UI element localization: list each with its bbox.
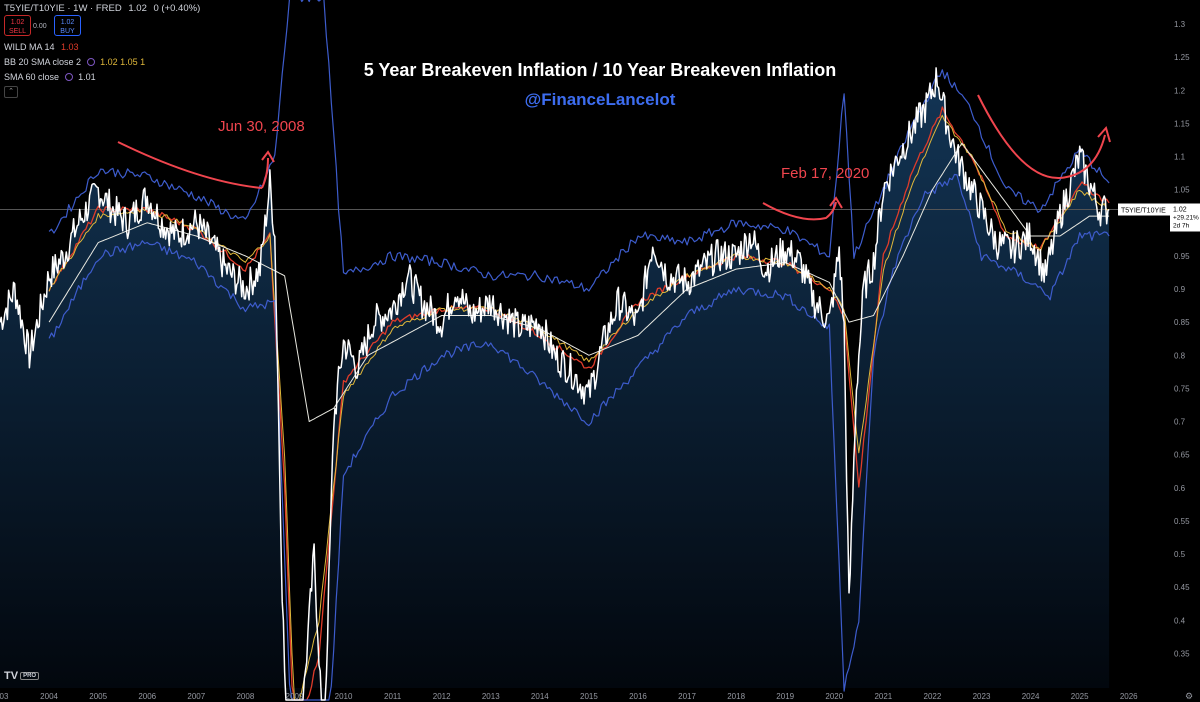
- series-line-price: [0, 67, 1110, 701]
- indicator-legend-wild-ma[interactable]: WILD MA 14 1.03: [4, 42, 79, 52]
- header-price: 1.02: [128, 3, 147, 14]
- x-tick-label: 2007: [187, 692, 205, 701]
- price-label-change: +29.21%: [1173, 215, 1199, 222]
- y-tick-label: 0.35: [1174, 649, 1190, 658]
- annotation-feb-2020: Feb 17, 2020: [781, 165, 870, 182]
- y-tick-label: 1.15: [1174, 119, 1190, 128]
- price-label-countdown: 2d 7h: [1173, 223, 1190, 230]
- x-tick-label: 2016: [629, 692, 647, 701]
- y-tick-label: 0.4: [1174, 616, 1186, 625]
- buy-button[interactable]: 1.02 BUY: [54, 15, 81, 36]
- buy-price: 1.02: [60, 19, 75, 26]
- y-tick-label: 0.95: [1174, 252, 1190, 261]
- y-tick-label: 0.8: [1174, 351, 1186, 360]
- annotation-arrow-2008-up: [261, 157, 269, 189]
- buy-label: BUY: [60, 28, 75, 35]
- x-tick-label: 2026: [1120, 692, 1138, 701]
- indicator-value: 1.03: [61, 42, 79, 52]
- indicator-name: BB 20 SMA close 2: [4, 57, 82, 67]
- x-tick-label: 2021: [874, 692, 892, 701]
- sell-price: 1.02: [10, 19, 25, 26]
- x-tick-label: 2011: [384, 692, 402, 701]
- source-circle-icon: [86, 58, 95, 66]
- chart-subtitle: @FinanceLancelot: [524, 90, 676, 109]
- source-circle-icon: [64, 73, 73, 81]
- x-tick-label: 2025: [1071, 692, 1089, 701]
- y-tick-label: 0.6: [1174, 484, 1186, 493]
- x-tick-label: 2023: [973, 692, 991, 701]
- x-tick-label: 2018: [727, 692, 745, 701]
- chart-title: 5 Year Breakeven Inflation / 10 Year Bre…: [363, 60, 837, 80]
- y-tick-label: 0.5: [1174, 550, 1186, 559]
- indicator-value: 1.01: [78, 72, 96, 82]
- series-line-wild-ma-14: [48, 106, 1110, 701]
- annotation-arrow-2008: [117, 141, 263, 189]
- x-tick-label: 2010: [335, 692, 353, 701]
- spread-value: 0.00: [33, 23, 47, 30]
- x-tick-label: 2004: [40, 692, 58, 701]
- y-tick-label: 1.1: [1174, 153, 1186, 162]
- y-tick-label: 1.05: [1174, 186, 1190, 195]
- symbol-line: T5YIE/T10YIE · 1W · FRED: [4, 3, 122, 14]
- series-line-bb-upper: [48, 0, 1110, 292]
- x-tick-label: 2014: [531, 692, 549, 701]
- y-tick-label: 1.25: [1174, 53, 1190, 62]
- x-tick-label: 2013: [482, 692, 500, 701]
- annotation-arrowhead-2020: [829, 196, 843, 209]
- indicator-name: SMA 60 close: [4, 72, 60, 82]
- x-tick-label: 2019: [776, 692, 794, 701]
- y-tick-label: 0.75: [1174, 384, 1190, 393]
- x-tick-label: 2015: [580, 692, 598, 701]
- annotation-arrowhead-2008: [261, 150, 275, 163]
- x-tick-label: 2009: [286, 692, 304, 701]
- series-line-sma-60-close: [48, 142, 1110, 422]
- y-tick-label: 1.2: [1174, 86, 1186, 95]
- tradingview-logo: TV PRO: [4, 670, 40, 682]
- header-change: 0 (+0.40%): [153, 3, 201, 14]
- y-tick-label: 0.9: [1174, 285, 1186, 294]
- indicator-legend-bb[interactable]: BB 20 SMA close 2 1.02 1.05 1: [4, 57, 145, 67]
- x-tick-label: 2017: [678, 692, 696, 701]
- x-tick-label: 2008: [236, 692, 254, 701]
- y-tick-label: 0.7: [1174, 418, 1186, 427]
- x-tick-label: 2024: [1022, 692, 1040, 701]
- logo-badge: PRO: [20, 672, 40, 681]
- annotation-arrow-2020: [762, 201, 837, 221]
- indicator-name: WILD MA 14: [4, 42, 55, 52]
- indicator-value: 1.02 1.05 1: [100, 57, 146, 67]
- chevron-up-icon[interactable]: ⌃: [4, 86, 18, 98]
- symbol-header[interactable]: T5YIE/T10YIE · 1W · FRED 1.02 0 (+0.40%): [4, 3, 200, 14]
- x-tick-label: 03: [0, 692, 9, 701]
- sell-button[interactable]: 1.02 SELL: [4, 15, 31, 36]
- annotation-jun-2008: Jun 30, 2008: [218, 118, 305, 135]
- indicator-legend-sma60[interactable]: SMA 60 close 1.01: [4, 72, 96, 82]
- y-tick-label: 1.3: [1174, 20, 1186, 29]
- series-line-bb-20-sma-close-2: [48, 114, 1110, 701]
- price-label-symbol-box: [1118, 203, 1170, 216]
- x-tick-label: 2006: [138, 692, 156, 701]
- annotation-arrow-2025: [977, 94, 1106, 180]
- x-tick-label: 2022: [924, 692, 942, 701]
- gear-icon: ⚙: [1185, 692, 1193, 702]
- price-label-symbol: T5YIE/T10YIE: [1121, 208, 1166, 215]
- y-tick-label: 0.65: [1174, 451, 1190, 460]
- x-tick-label: 2020: [825, 692, 843, 701]
- logo-text: TV: [4, 670, 19, 682]
- x-tick-label: 2012: [433, 692, 451, 701]
- price-label-box: [1170, 203, 1200, 232]
- price-label-value: 1.02: [1173, 207, 1187, 214]
- annotation-arrowhead-2025: [1097, 125, 1111, 143]
- y-tick-label: 0.55: [1174, 517, 1190, 526]
- price-area-fill: [0, 67, 1110, 700]
- sell-label: SELL: [8, 28, 27, 35]
- y-tick-label: 0.45: [1174, 583, 1190, 592]
- y-tick-label: 0.85: [1174, 318, 1190, 327]
- x-tick-label: 2005: [89, 692, 107, 701]
